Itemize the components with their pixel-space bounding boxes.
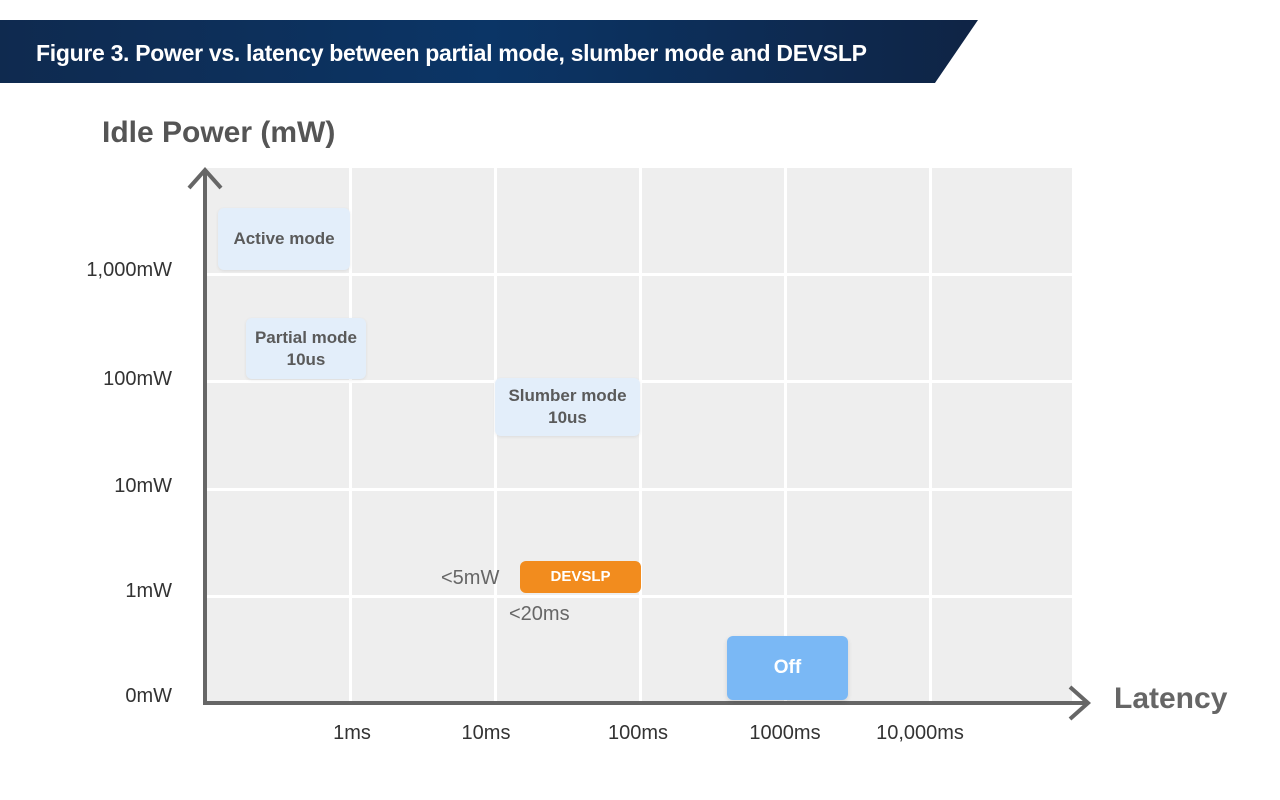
y-axis-arrow-icon — [187, 166, 223, 190]
x-axis-title: Latency — [1114, 682, 1228, 715]
partial-mode-box: Partial mode 10us — [246, 318, 366, 379]
slumber-mode-latency: 10us — [548, 408, 587, 427]
x-tick-label: 100ms — [607, 722, 669, 744]
devslp-latency-note: <20ms — [509, 603, 570, 625]
x-tick-label: 10,000ms — [876, 722, 964, 744]
y-axis-title: Idle Power (mW) — [102, 116, 336, 149]
devslp-box: DEVSLP — [520, 561, 641, 593]
active-mode-box: Active mode — [218, 208, 350, 270]
x-axis-arrow-icon — [1068, 685, 1092, 721]
x-tick-label: 1000ms — [749, 722, 821, 744]
gridline — [205, 488, 1072, 491]
gridline — [349, 168, 352, 703]
gridline — [205, 595, 1072, 598]
title-banner — [0, 20, 978, 83]
off-label: Off — [773, 657, 802, 678]
gridline — [494, 168, 497, 703]
slumber-mode-box: Slumber mode 10us — [495, 378, 640, 436]
y-tick-label: 1mW — [125, 580, 172, 602]
gridline — [929, 168, 932, 703]
y-tick-label: 10mW — [114, 475, 172, 497]
y-tick-label: 1,000mW — [86, 259, 172, 281]
y-tick-label: 100mW — [103, 368, 172, 390]
off-box: Off — [727, 636, 848, 700]
x-tick-label: 1ms — [333, 722, 371, 744]
partial-mode-label: Partial mode — [254, 327, 358, 347]
y-tick-label: 0mW — [125, 685, 172, 707]
gridline — [205, 273, 1072, 276]
gridline — [639, 168, 642, 703]
figure-title: Figure 3. Power vs. latency between part… — [36, 40, 867, 66]
devslp-power-note: <5mW — [441, 567, 500, 589]
x-tick-label: 10ms — [461, 722, 511, 744]
active-mode-label: Active mode — [233, 229, 335, 248]
gridline — [784, 168, 787, 703]
devslp-label: DEVSLP — [550, 568, 611, 585]
slumber-mode-label: Slumber mode — [508, 386, 627, 405]
partial-mode-latency: 10us — [286, 349, 326, 369]
